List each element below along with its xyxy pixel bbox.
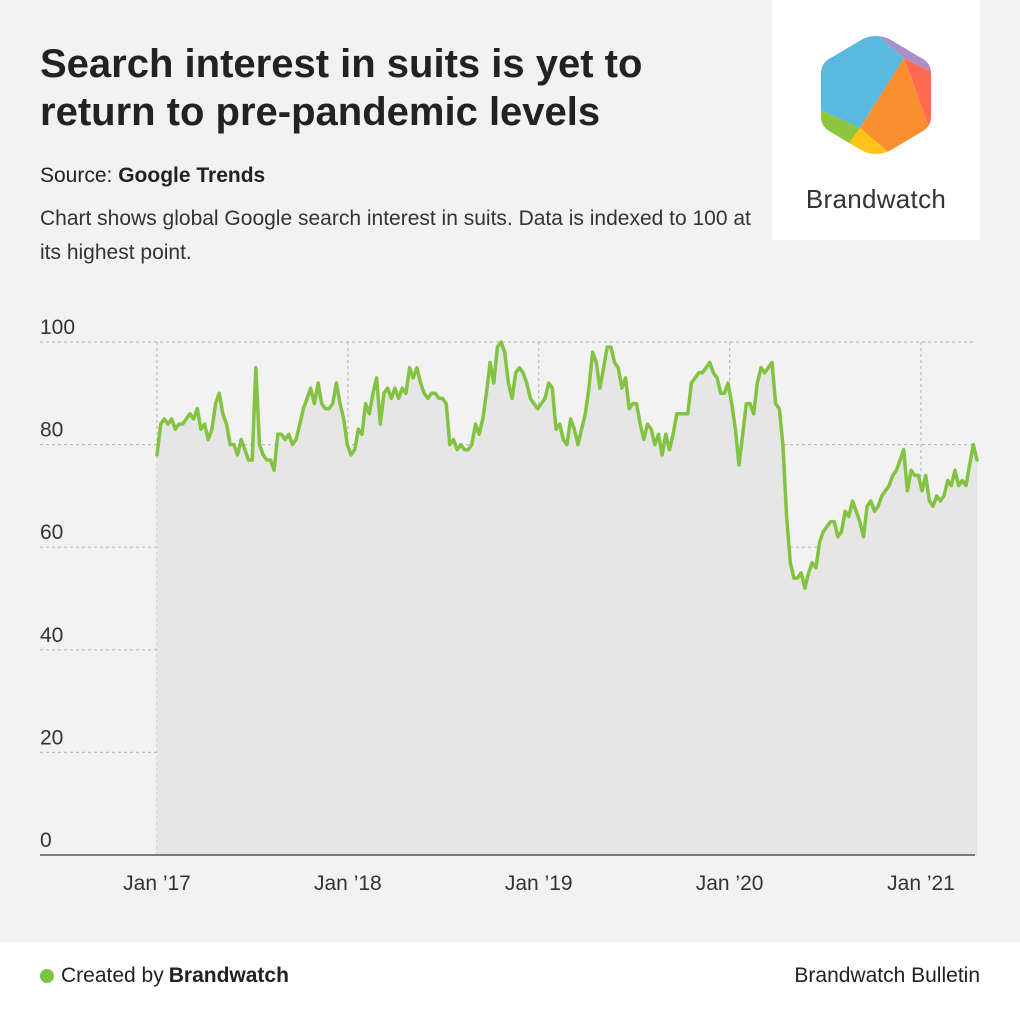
- x-tick-label: Jan ’19: [505, 872, 573, 895]
- y-tick-labels: 0 20 40 60 80 100: [40, 316, 75, 852]
- y-tick-label: 80: [40, 419, 63, 442]
- y-tick-label: 100: [40, 316, 75, 339]
- green-dot-icon: [40, 969, 54, 983]
- source-line: Source: Google Trends: [40, 164, 265, 188]
- brandwatch-hexagon-icon: [821, 36, 931, 154]
- line-chart: 0 20 40 60 80 100 Jan ’17 Jan ’18 Jan ’19 Jan ’2…: [40, 316, 979, 895]
- chart-description: Chart shows global Google search interes…: [40, 207, 751, 264]
- x-tick-label: Jan ’18: [314, 872, 382, 895]
- footer-created-by: Created by Brandwatch: [40, 964, 289, 988]
- y-tick-label: 0: [40, 829, 52, 852]
- brandwatch-logo-text: Brandwatch: [805, 184, 947, 214]
- series-line: [155, 340, 979, 590]
- x-tick-label: Jan ’20: [696, 872, 764, 895]
- x-tick-labels: Jan ’17 Jan ’18 Jan ’19 Jan ’20 Jan ’21: [123, 872, 955, 895]
- footer-publication: Brandwatch Bulletin: [794, 964, 980, 987]
- y-tick-label: 60: [40, 521, 63, 544]
- area-fill: [157, 342, 977, 855]
- x-tick-label: Jan ’21: [887, 872, 955, 895]
- x-tick-label: Jan ’17: [123, 872, 191, 895]
- footer: Created by Brandwatch Brandwatch Bulleti…: [0, 942, 1020, 1020]
- source-name: Google Trends: [118, 164, 266, 187]
- created-by-label: Created by: [61, 964, 164, 987]
- y-tick-label: 40: [40, 624, 63, 647]
- chart-title: Search interest in suits is yet to retur…: [40, 42, 643, 134]
- y-tick-label: 20: [40, 726, 63, 749]
- created-by-name: Brandwatch: [168, 964, 289, 987]
- brandwatch-logo[interactable]: Brandwatch: [772, 0, 980, 240]
- source-label: Source:: [40, 164, 113, 187]
